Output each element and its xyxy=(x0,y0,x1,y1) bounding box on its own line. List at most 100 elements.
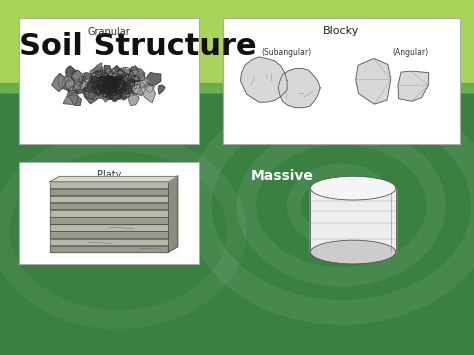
Polygon shape xyxy=(278,69,320,108)
Polygon shape xyxy=(115,81,128,96)
Polygon shape xyxy=(66,66,76,77)
Polygon shape xyxy=(132,84,141,95)
Polygon shape xyxy=(88,89,97,99)
Polygon shape xyxy=(112,79,121,86)
Polygon shape xyxy=(103,77,112,87)
Polygon shape xyxy=(112,78,125,91)
Polygon shape xyxy=(310,188,396,252)
Polygon shape xyxy=(102,78,117,89)
Polygon shape xyxy=(62,74,75,93)
Polygon shape xyxy=(356,59,391,104)
Polygon shape xyxy=(80,77,87,82)
Polygon shape xyxy=(107,79,121,94)
Polygon shape xyxy=(50,196,168,202)
Polygon shape xyxy=(98,77,116,93)
Text: Soil Structure: Soil Structure xyxy=(19,32,256,61)
Polygon shape xyxy=(50,176,178,182)
Text: (Angular): (Angular) xyxy=(392,48,428,57)
Polygon shape xyxy=(84,87,101,104)
Polygon shape xyxy=(82,78,98,91)
Polygon shape xyxy=(124,77,131,87)
Polygon shape xyxy=(50,246,168,252)
FancyBboxPatch shape xyxy=(19,18,199,144)
Polygon shape xyxy=(110,84,116,93)
Polygon shape xyxy=(115,73,129,91)
Polygon shape xyxy=(105,69,122,87)
Polygon shape xyxy=(101,76,120,93)
Text: Blocky: Blocky xyxy=(323,26,359,36)
Polygon shape xyxy=(94,77,111,94)
Polygon shape xyxy=(93,84,105,95)
Polygon shape xyxy=(111,79,129,95)
Polygon shape xyxy=(94,85,105,97)
Polygon shape xyxy=(105,82,118,98)
Polygon shape xyxy=(102,79,114,88)
Polygon shape xyxy=(87,83,98,93)
Text: (Subangular): (Subangular) xyxy=(262,48,312,57)
Polygon shape xyxy=(115,83,126,97)
Polygon shape xyxy=(106,82,122,99)
Polygon shape xyxy=(58,75,74,90)
Polygon shape xyxy=(103,76,120,88)
Polygon shape xyxy=(114,74,128,90)
Polygon shape xyxy=(105,81,112,88)
Polygon shape xyxy=(63,91,78,104)
Bar xyxy=(0,83,474,92)
Polygon shape xyxy=(158,85,165,94)
Ellipse shape xyxy=(310,176,396,200)
Polygon shape xyxy=(103,66,122,86)
Text: Granular: Granular xyxy=(88,27,130,37)
Polygon shape xyxy=(109,78,121,90)
Polygon shape xyxy=(128,70,139,81)
Polygon shape xyxy=(122,75,140,87)
Polygon shape xyxy=(50,182,168,188)
Polygon shape xyxy=(129,93,139,105)
Polygon shape xyxy=(108,75,126,90)
Polygon shape xyxy=(111,77,123,85)
FancyBboxPatch shape xyxy=(19,162,199,264)
Polygon shape xyxy=(69,87,77,93)
Polygon shape xyxy=(119,87,129,98)
Polygon shape xyxy=(103,77,116,90)
Polygon shape xyxy=(105,81,111,90)
Polygon shape xyxy=(98,76,108,89)
Polygon shape xyxy=(91,77,105,90)
Polygon shape xyxy=(93,63,103,76)
Text: Massive: Massive xyxy=(251,169,313,182)
Polygon shape xyxy=(95,70,109,83)
Polygon shape xyxy=(91,67,102,79)
Polygon shape xyxy=(95,72,103,79)
Polygon shape xyxy=(135,75,148,89)
Polygon shape xyxy=(50,217,168,224)
Polygon shape xyxy=(98,74,109,93)
Polygon shape xyxy=(98,86,109,97)
Polygon shape xyxy=(50,224,168,231)
Polygon shape xyxy=(120,87,129,100)
Polygon shape xyxy=(85,83,93,93)
Polygon shape xyxy=(111,75,125,92)
Polygon shape xyxy=(71,70,83,87)
Polygon shape xyxy=(118,68,128,78)
Polygon shape xyxy=(131,75,139,82)
Bar xyxy=(0,0,474,92)
Polygon shape xyxy=(118,74,134,87)
Polygon shape xyxy=(101,76,114,87)
FancyBboxPatch shape xyxy=(223,18,460,144)
Polygon shape xyxy=(106,76,114,84)
Polygon shape xyxy=(117,82,132,93)
Polygon shape xyxy=(111,70,132,85)
Polygon shape xyxy=(99,71,117,87)
Polygon shape xyxy=(104,88,112,100)
Polygon shape xyxy=(106,79,115,88)
Polygon shape xyxy=(93,76,109,91)
Polygon shape xyxy=(99,77,108,92)
Polygon shape xyxy=(101,77,118,92)
Polygon shape xyxy=(50,203,168,209)
Polygon shape xyxy=(108,83,116,92)
Polygon shape xyxy=(111,82,118,90)
Polygon shape xyxy=(123,79,134,89)
Polygon shape xyxy=(82,84,95,100)
Polygon shape xyxy=(106,73,118,84)
Polygon shape xyxy=(83,87,97,103)
Polygon shape xyxy=(112,78,117,87)
